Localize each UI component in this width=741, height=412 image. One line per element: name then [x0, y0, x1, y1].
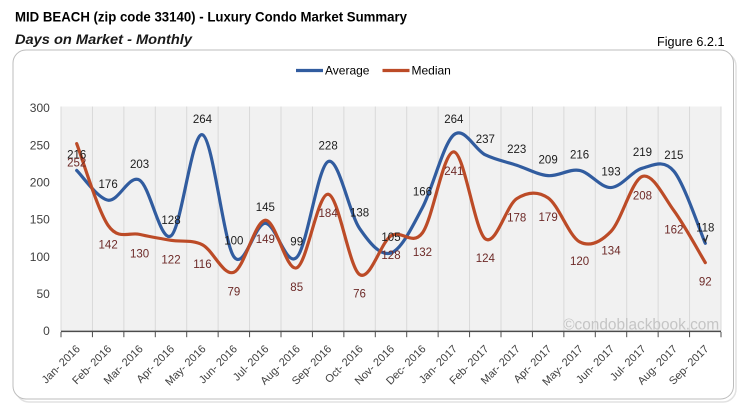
svg-text:116: 116 — [193, 259, 211, 271]
svg-text:166: 166 — [413, 187, 432, 199]
svg-text:128: 128 — [381, 250, 400, 262]
svg-text:228: 228 — [319, 141, 338, 153]
svg-text:223: 223 — [507, 144, 526, 156]
svg-text:150: 150 — [30, 213, 50, 227]
svg-text:Average: Average — [325, 64, 370, 78]
svg-text:122: 122 — [161, 254, 180, 266]
svg-text:128: 128 — [161, 215, 180, 227]
svg-text:162: 162 — [664, 225, 683, 237]
svg-text:138: 138 — [350, 207, 369, 219]
svg-text:100: 100 — [224, 236, 243, 248]
svg-text:92: 92 — [699, 277, 712, 289]
svg-text:0: 0 — [43, 324, 50, 338]
svg-text:216: 216 — [67, 149, 86, 161]
svg-text:193: 193 — [601, 167, 620, 179]
svg-text:85: 85 — [290, 282, 303, 294]
svg-text:176: 176 — [99, 179, 118, 191]
svg-text:219: 219 — [633, 147, 652, 159]
svg-text:50: 50 — [36, 287, 50, 301]
svg-text:Days on Market - Monthly: Days on Market - Monthly — [15, 32, 194, 47]
svg-text:250: 250 — [30, 138, 50, 152]
svg-text:264: 264 — [193, 114, 213, 126]
svg-text:124: 124 — [476, 253, 496, 265]
svg-text:149: 149 — [256, 234, 275, 246]
svg-text:99: 99 — [290, 236, 303, 248]
svg-text:209: 209 — [539, 155, 558, 167]
svg-text:Median: Median — [412, 64, 451, 78]
svg-text:216: 216 — [570, 149, 589, 161]
svg-text:300: 300 — [30, 101, 50, 115]
svg-text:200: 200 — [30, 176, 50, 190]
svg-text:120: 120 — [570, 256, 589, 268]
svg-text:134: 134 — [601, 245, 621, 257]
svg-text:76: 76 — [353, 289, 366, 301]
svg-text:130: 130 — [130, 248, 149, 260]
svg-text:145: 145 — [256, 202, 275, 214]
svg-text:178: 178 — [507, 213, 526, 225]
svg-text:100: 100 — [30, 250, 50, 264]
svg-text:142: 142 — [99, 239, 118, 251]
svg-text:105: 105 — [381, 232, 400, 244]
svg-text:79: 79 — [227, 286, 240, 298]
svg-text:179: 179 — [539, 212, 558, 224]
svg-text:264: 264 — [444, 114, 464, 126]
svg-text:208: 208 — [633, 190, 652, 202]
svg-text:©condoblackbook.com: ©condoblackbook.com — [563, 317, 719, 334]
svg-text:184: 184 — [319, 208, 339, 220]
svg-text:237: 237 — [476, 134, 495, 146]
svg-text:241: 241 — [444, 166, 463, 178]
svg-text:215: 215 — [664, 150, 683, 162]
svg-text:252: 252 — [67, 158, 86, 170]
svg-text:Figure 6.2.1: Figure 6.2.1 — [657, 34, 725, 49]
svg-text:132: 132 — [413, 247, 432, 259]
svg-text:MID BEACH (zip code 33140) - L: MID BEACH (zip code 33140) - Luxury Cond… — [15, 8, 407, 24]
svg-text:118: 118 — [696, 222, 714, 234]
svg-text:203: 203 — [130, 159, 149, 171]
